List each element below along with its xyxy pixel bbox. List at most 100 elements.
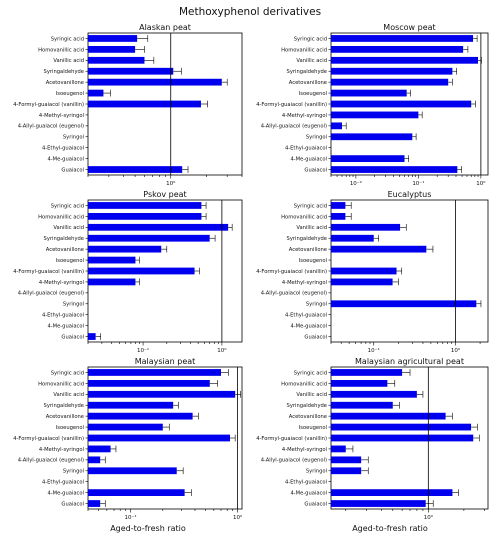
bar	[331, 434, 474, 442]
bar	[88, 245, 162, 253]
category-label: Acetovanillone	[289, 247, 327, 253]
x-tick-label: 10⁻¹	[412, 180, 424, 187]
bar	[88, 401, 174, 409]
category-label: 4-Allyl-guaiacol (eugenol)	[261, 291, 327, 297]
category-label: Homovanillic acid	[281, 381, 327, 387]
bar	[88, 256, 136, 264]
bar	[331, 423, 472, 431]
category-label: Syringaldehyde	[287, 236, 327, 242]
category-label: Syringaldehyde	[44, 69, 84, 75]
bar	[331, 412, 446, 420]
bar	[331, 212, 346, 220]
panel-title: Pskov peat	[143, 190, 186, 199]
category-label: 4-Ethyl-guaiacol	[42, 146, 84, 152]
category-label: 4-Methyl-syringol	[39, 113, 84, 119]
bar	[88, 78, 222, 86]
chart-panel: Moscow peat 10⁻² 10⁻¹ 10⁰ Syringic acid Homov…	[256, 23, 489, 187]
bar	[331, 35, 474, 42]
x-tick-label: 10⁰	[217, 347, 227, 354]
bar	[88, 223, 229, 231]
bar	[88, 202, 202, 209]
category-label: Vanillic acid	[53, 392, 84, 398]
bar	[331, 223, 401, 231]
category-label: Homovanillic acid	[38, 214, 84, 220]
category-label: 4-Formyl-guaiacol (vanillin)	[13, 102, 84, 108]
category-label: Syringaldehyde	[44, 403, 84, 409]
category-label: 4-Formyl-guaiacol (vanillin)	[256, 269, 327, 275]
category-label: 4-Ethyl-guaiacol	[42, 480, 84, 486]
x-axis-label-left: Aged-to-fresh ratio	[110, 524, 186, 533]
bar	[331, 166, 458, 173]
category-label: Vanillic acid	[53, 225, 84, 231]
bar	[88, 67, 174, 75]
bar	[88, 166, 183, 173]
category-label: 4-Formyl-guaiacol (vanillin)	[13, 436, 84, 442]
category-label: Isoeugenol	[56, 91, 84, 97]
category-label: Vanillic acid	[53, 58, 84, 64]
category-label: Isoeugenol	[299, 91, 327, 97]
bar	[331, 202, 346, 209]
bar	[331, 300, 477, 308]
bar	[331, 133, 413, 141]
bar	[331, 245, 427, 253]
x-tick-label: 10⁰	[166, 180, 176, 187]
category-label: Syringaldehyde	[44, 236, 84, 242]
category-label: 4-Allyl-guaiacol (eugenol)	[18, 124, 84, 130]
panel-title: Alaskan peat	[139, 23, 191, 32]
bar	[88, 390, 236, 398]
bar	[88, 89, 104, 97]
bar	[88, 456, 101, 464]
category-label: Homovanillic acid	[38, 47, 84, 53]
bar	[88, 333, 96, 340]
category-label: 4-Allyl-guaiacol (eugenol)	[18, 291, 84, 297]
category-label: Syringol	[306, 469, 327, 475]
category-label: 4-Me-guaiacol	[290, 324, 327, 330]
category-label: 4-Methyl-syringol	[39, 280, 84, 286]
category-label: 4-Allyl-guaiacol (eugenol)	[261, 124, 327, 130]
bar	[331, 489, 453, 497]
category-label: 4-Methyl-syringol	[39, 447, 84, 453]
category-label: Homovanillic acid	[38, 381, 84, 387]
chart-panel: Malaysian agricultural peat 10⁰ Syringic a…	[256, 357, 489, 521]
bar	[331, 278, 393, 286]
bar	[88, 278, 136, 286]
category-label: Isoeugenol	[56, 425, 84, 431]
bar	[331, 390, 417, 398]
chart-panel: Alaskan peat 10⁰ Syringic acid Homovanillic…	[13, 23, 243, 187]
figure-title: Methoxyphenol derivatives	[179, 6, 321, 18]
bar	[331, 67, 453, 75]
bar	[331, 155, 405, 163]
category-label: Syringic acid	[294, 203, 327, 209]
bar	[88, 500, 101, 507]
category-label: 4-Allyl-guaiacol (eugenol)	[261, 458, 327, 464]
category-label: 4-Ethyl-guaiacol	[285, 146, 327, 152]
bar	[331, 234, 374, 242]
bar	[88, 412, 193, 420]
category-label: 4-Me-guaiacol	[47, 324, 84, 330]
bar	[331, 500, 426, 507]
category-label: Isoeugenol	[56, 258, 84, 264]
category-label: 4-Me-guaiacol	[290, 491, 327, 497]
bar	[331, 267, 397, 275]
bar	[88, 45, 136, 53]
bar	[331, 467, 362, 475]
bar	[88, 489, 185, 497]
category-label: Syringic acid	[294, 370, 327, 376]
bar	[331, 56, 479, 64]
bar	[88, 379, 210, 387]
category-label: 4-Methyl-syringol	[282, 113, 327, 119]
bar	[88, 423, 163, 431]
x-tick-label: 10⁻¹	[125, 514, 137, 521]
category-label: Guaiacol	[61, 334, 84, 340]
category-label: Syringaldehyde	[287, 403, 327, 409]
bar	[331, 100, 472, 108]
category-label: Guaiacol	[304, 501, 327, 507]
chart-panel: Malaysian peat 10⁻¹ 10⁰ Syringic acid Homova…	[13, 357, 243, 521]
category-label: Syringic acid	[51, 36, 84, 42]
category-label: 4-Formyl-guaiacol (vanillin)	[256, 102, 327, 108]
bar	[88, 212, 202, 220]
bar	[88, 56, 145, 64]
category-label: 4-Methyl-syringol	[282, 280, 327, 286]
category-label: Homovanillic acid	[281, 47, 327, 53]
